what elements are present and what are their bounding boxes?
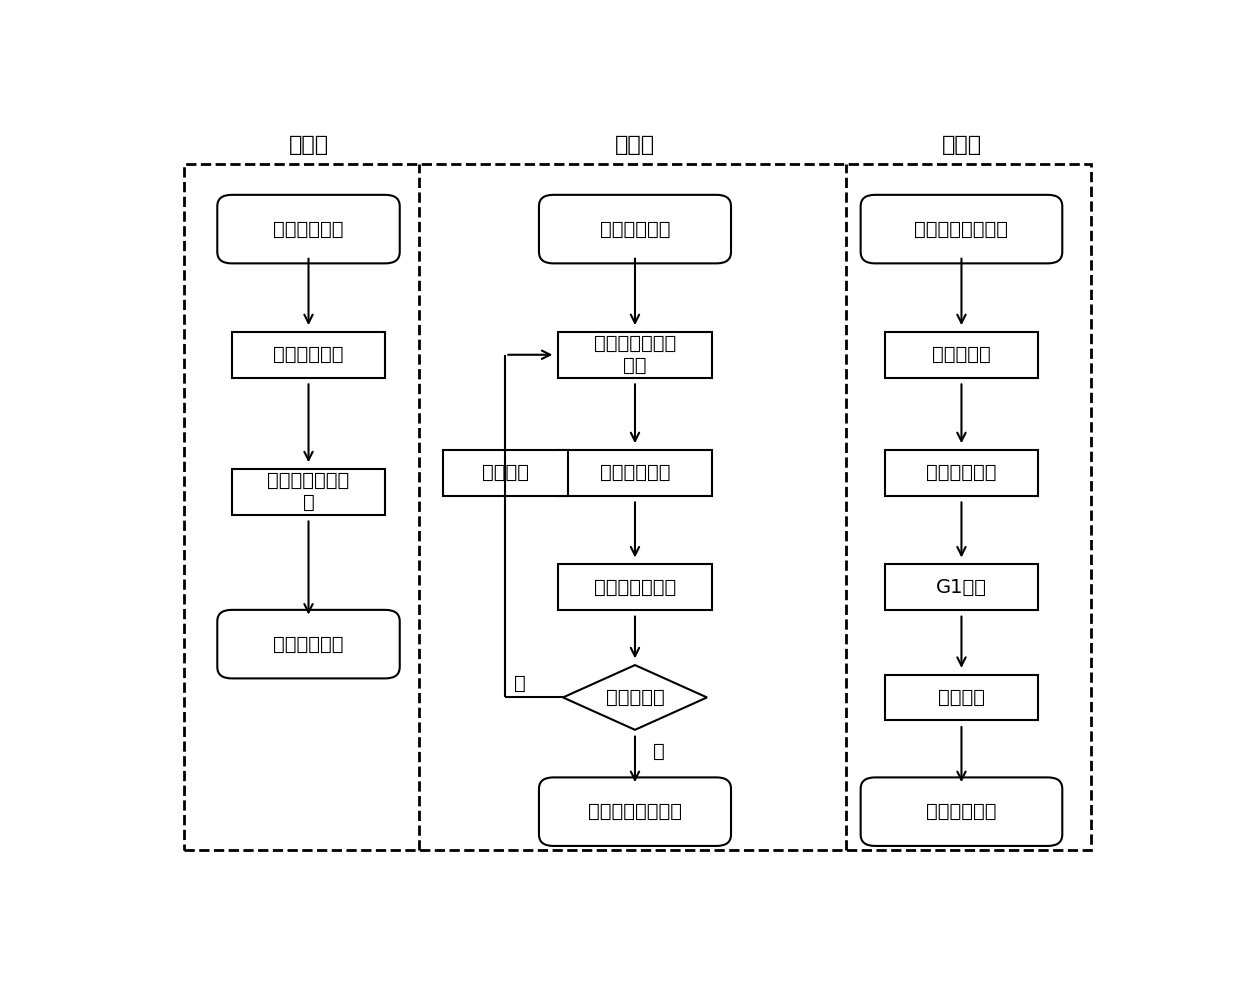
Text: 输出阵列样条曲线: 输出阵列样条曲线 <box>589 802 681 821</box>
FancyBboxPatch shape <box>217 610 400 678</box>
Text: 优化参数: 优化参数 <box>482 463 529 483</box>
FancyBboxPatch shape <box>861 777 1062 846</box>
Text: 输出标准型槽: 输出标准型槽 <box>274 635 343 654</box>
FancyBboxPatch shape <box>885 332 1038 378</box>
FancyBboxPatch shape <box>539 195 731 263</box>
Text: 步骤一: 步骤一 <box>289 135 328 155</box>
Text: 衔接区域插补: 衔接区域插补 <box>927 463 996 483</box>
Polygon shape <box>563 665 707 730</box>
Text: 步骤三: 步骤三 <box>942 135 981 155</box>
Text: 输出开槽刀轨: 输出开槽刀轨 <box>927 802 996 821</box>
Text: 最小二乘划分: 最小二乘划分 <box>274 345 343 364</box>
Text: 是否最优？: 是否最优？ <box>606 688 664 707</box>
Text: 等弧长映射: 等弧长映射 <box>932 345 991 364</box>
Text: 法向偏置: 法向偏置 <box>938 688 985 707</box>
FancyBboxPatch shape <box>558 450 711 495</box>
Text: 输入阵列样条曲线: 输入阵列样条曲线 <box>914 220 1009 238</box>
FancyBboxPatch shape <box>861 195 1062 263</box>
Text: 计算材料去除率: 计算材料去除率 <box>593 578 676 596</box>
Text: 否: 否 <box>514 674 525 693</box>
Text: 输入标准型槽: 输入标准型槽 <box>600 220 670 238</box>
FancyBboxPatch shape <box>885 674 1038 720</box>
FancyBboxPatch shape <box>558 332 711 378</box>
FancyBboxPatch shape <box>232 469 385 514</box>
Text: 是: 是 <box>653 742 665 762</box>
FancyBboxPatch shape <box>444 450 567 495</box>
Text: 建立三次样条包
络线: 建立三次样条包 络线 <box>593 334 676 375</box>
FancyBboxPatch shape <box>232 332 385 378</box>
FancyBboxPatch shape <box>885 564 1038 610</box>
FancyBboxPatch shape <box>539 777 731 846</box>
Text: 输入等宽曲槽: 输入等宽曲槽 <box>274 220 343 238</box>
FancyBboxPatch shape <box>217 195 400 263</box>
FancyBboxPatch shape <box>885 450 1038 495</box>
Text: 构建弧长映射关
系: 构建弧长映射关 系 <box>268 472 349 512</box>
FancyBboxPatch shape <box>558 564 711 610</box>
Text: G1连接: G1连接 <box>935 578 987 596</box>
Text: 步骤二: 步骤二 <box>615 135 655 155</box>
Text: 确定最大步距: 确定最大步距 <box>600 463 670 483</box>
